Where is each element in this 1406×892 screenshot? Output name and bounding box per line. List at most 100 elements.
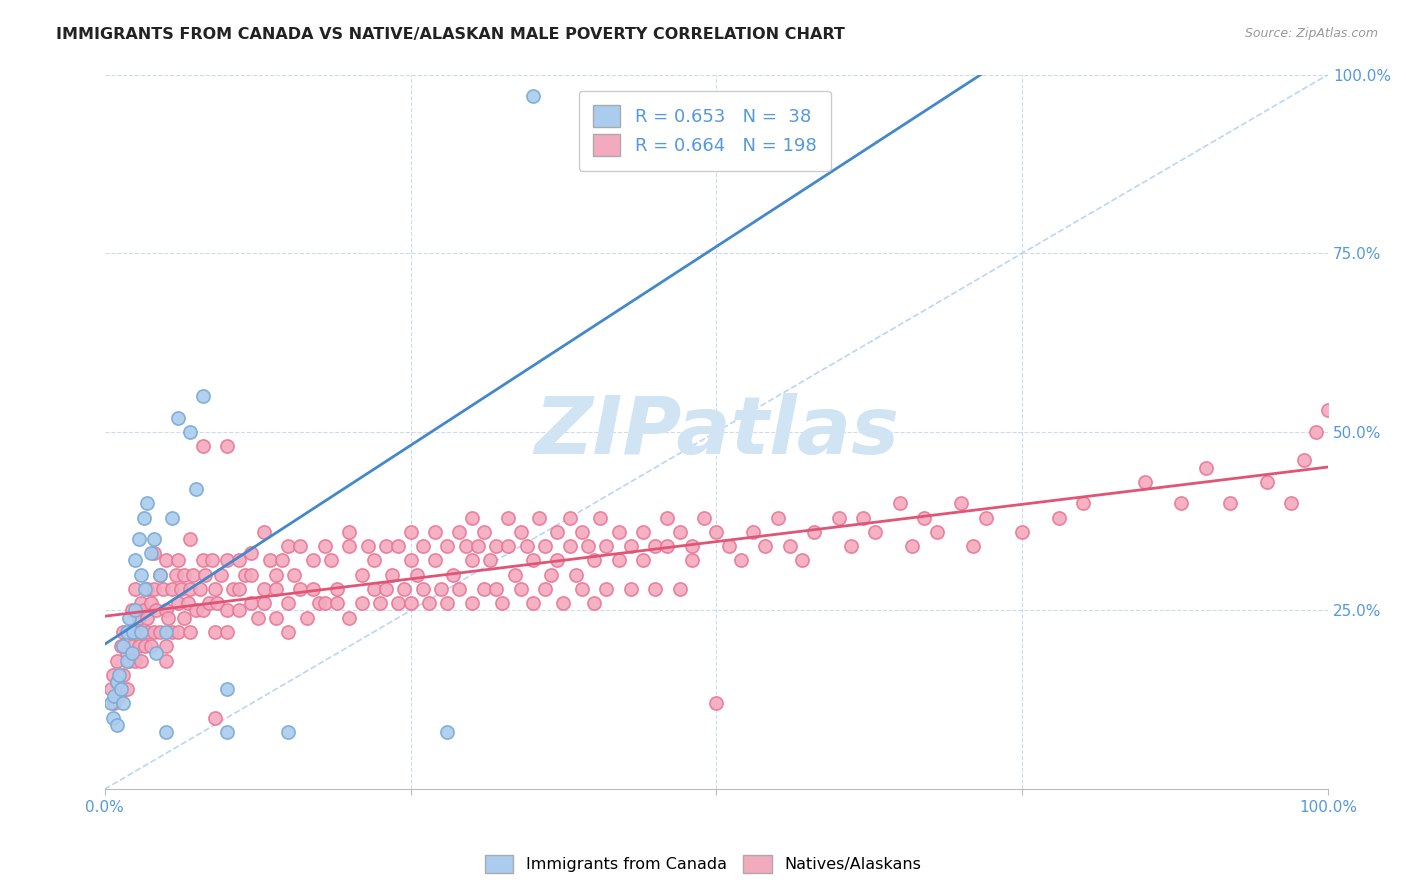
Point <box>441 567 464 582</box>
Point <box>191 553 214 567</box>
Point <box>405 567 427 582</box>
Point <box>527 510 550 524</box>
Point <box>131 624 153 639</box>
Point <box>620 539 643 553</box>
Point <box>387 539 409 553</box>
Point <box>167 553 190 567</box>
Point <box>644 582 666 596</box>
Point <box>132 510 155 524</box>
Point <box>131 624 153 639</box>
Point <box>209 567 232 582</box>
Point <box>326 582 349 596</box>
Point <box>240 567 263 582</box>
Point <box>516 539 538 553</box>
Point <box>852 510 875 524</box>
Point <box>131 653 153 667</box>
Point <box>522 553 544 567</box>
Point <box>103 697 125 711</box>
Point <box>105 675 128 690</box>
Point <box>1073 496 1095 510</box>
Point <box>337 539 360 553</box>
Point <box>277 725 299 739</box>
Point <box>215 624 238 639</box>
Point <box>142 546 165 560</box>
Legend: Immigrants from Canada, Natives/Alaskans: Immigrants from Canada, Natives/Alaskans <box>478 848 928 880</box>
Point <box>368 596 391 610</box>
Point <box>112 639 135 653</box>
Point <box>522 89 544 103</box>
Point <box>668 582 690 596</box>
Point <box>423 553 446 567</box>
Point <box>1170 496 1192 510</box>
Point <box>173 567 195 582</box>
Point <box>301 553 323 567</box>
Point <box>222 582 245 596</box>
Point <box>558 539 581 553</box>
Point <box>264 567 287 582</box>
Point <box>607 553 630 567</box>
Text: Source: ZipAtlas.com: Source: ZipAtlas.com <box>1244 27 1378 40</box>
Point <box>121 639 143 653</box>
Point <box>157 610 180 624</box>
Point <box>105 675 128 690</box>
Point <box>240 596 263 610</box>
Point <box>534 539 557 553</box>
Point <box>155 553 177 567</box>
Point <box>181 567 204 582</box>
Point <box>571 582 593 596</box>
Point <box>436 596 458 610</box>
Point <box>644 539 666 553</box>
Point <box>436 725 458 739</box>
Point <box>901 539 924 553</box>
Point <box>1195 460 1218 475</box>
Point <box>110 682 132 697</box>
Point <box>142 532 165 546</box>
Point <box>693 510 716 524</box>
Point <box>177 596 200 610</box>
Point <box>540 567 562 582</box>
Point <box>418 596 440 610</box>
Point <box>277 539 299 553</box>
Point <box>235 567 257 582</box>
Point <box>912 510 935 524</box>
Point <box>134 639 156 653</box>
Point <box>136 582 159 596</box>
Point <box>132 603 155 617</box>
Point <box>730 553 752 567</box>
Point <box>925 524 948 539</box>
Point <box>277 596 299 610</box>
Point <box>449 524 471 539</box>
Point <box>290 539 312 553</box>
Point <box>803 524 825 539</box>
Point <box>828 510 851 524</box>
Point <box>326 596 349 610</box>
Point <box>204 711 226 725</box>
Point <box>546 524 568 539</box>
Point <box>509 524 531 539</box>
Point <box>865 524 887 539</box>
Point <box>194 567 217 582</box>
Point <box>607 524 630 539</box>
Point <box>155 653 177 667</box>
Point <box>681 539 703 553</box>
Point <box>503 567 526 582</box>
Point <box>240 546 263 560</box>
Point <box>228 582 250 596</box>
Point <box>264 610 287 624</box>
Point <box>277 624 299 639</box>
Point <box>131 567 153 582</box>
Point <box>128 610 150 624</box>
Point <box>962 539 984 553</box>
Point <box>553 596 575 610</box>
Point <box>179 624 201 639</box>
Point <box>128 639 150 653</box>
Point <box>399 596 422 610</box>
Point <box>149 567 172 582</box>
Point <box>204 582 226 596</box>
Point <box>204 624 226 639</box>
Point <box>589 510 612 524</box>
Point <box>152 582 174 596</box>
Point <box>1047 510 1070 524</box>
Point <box>112 668 135 682</box>
Point <box>115 653 138 667</box>
